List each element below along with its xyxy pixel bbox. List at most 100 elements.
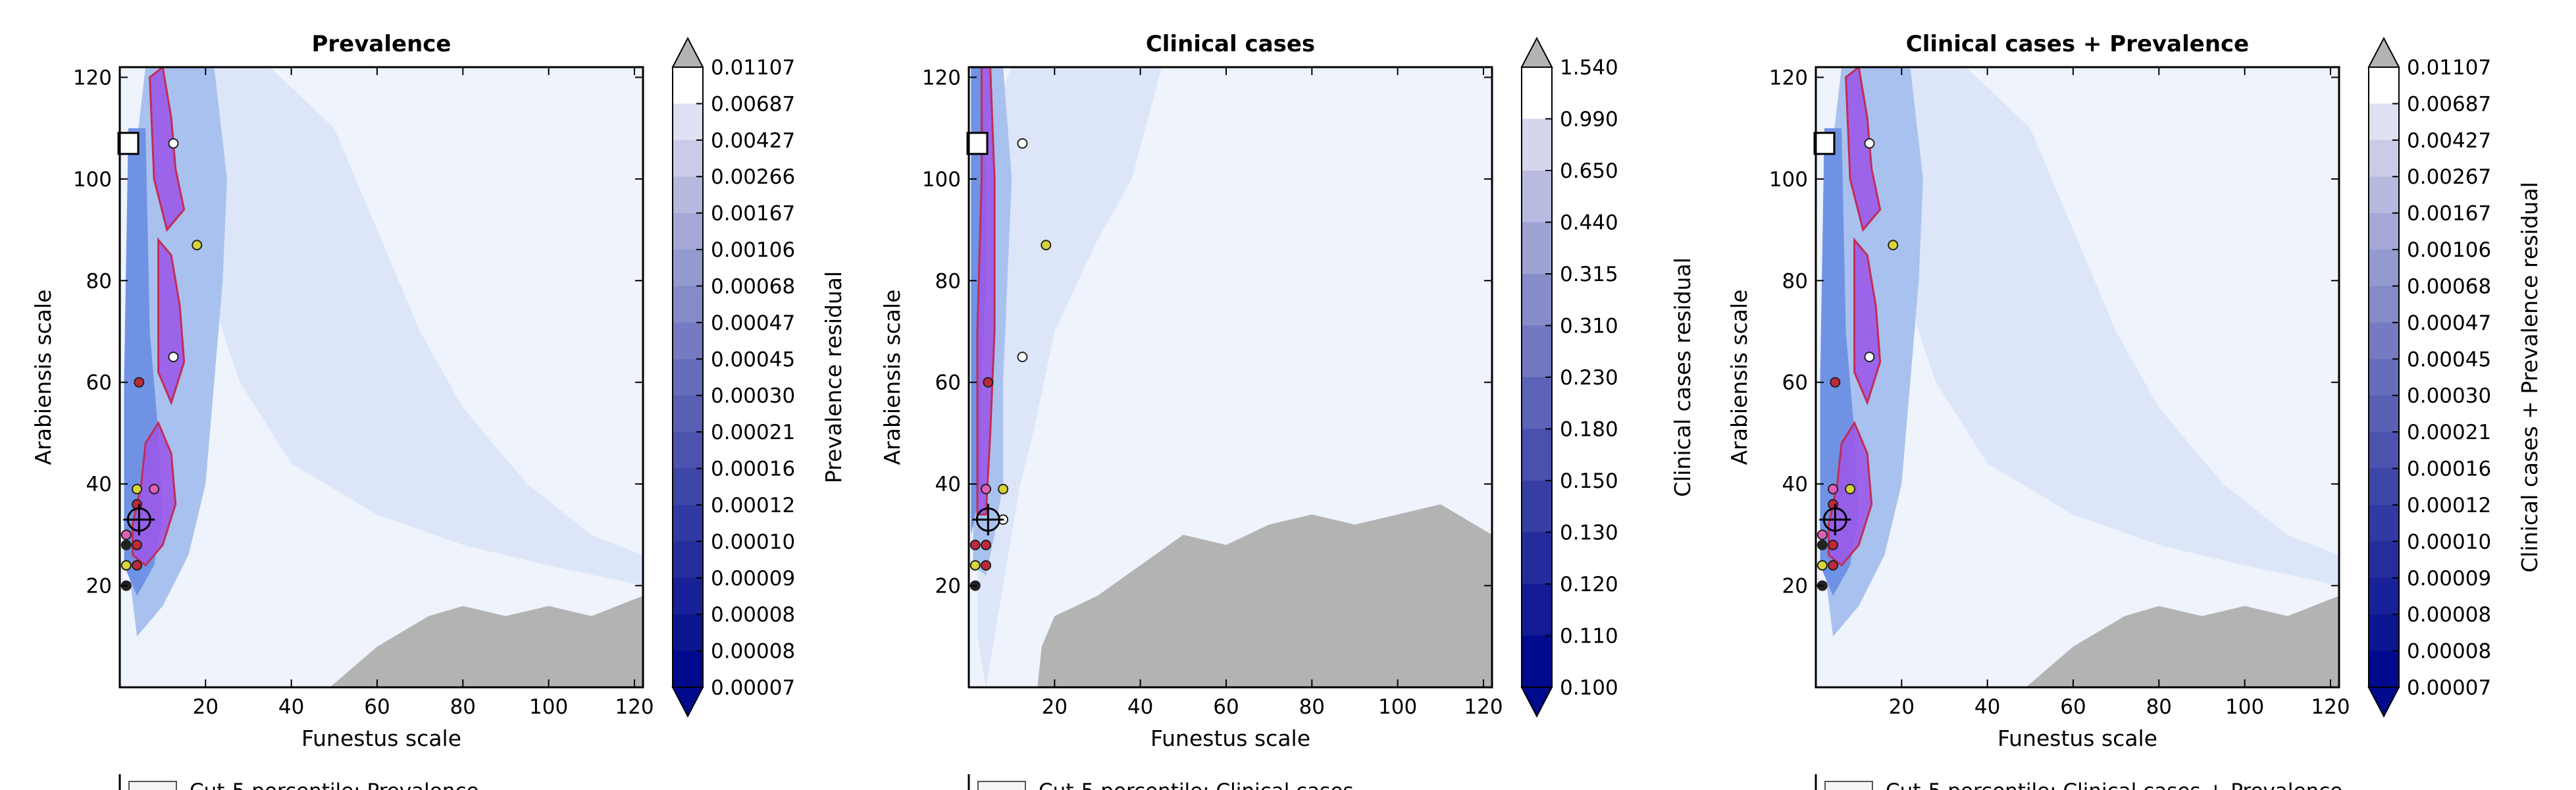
y-axis-label: Arabiensis scale xyxy=(879,290,905,465)
contour-region-light xyxy=(977,67,1162,687)
colorbar-tick-label: 0.00008 xyxy=(2407,640,2491,664)
data-point xyxy=(1845,483,1856,494)
colorbar-band xyxy=(2369,67,2399,105)
colorbar-band xyxy=(673,504,703,542)
legend-swatch xyxy=(977,781,1026,790)
axes-frame xyxy=(1815,66,2340,689)
colorbar-tick-label: 0.00008 xyxy=(711,603,795,627)
colorbar-tick-label: 1.540 xyxy=(1560,56,1618,80)
axes-frame xyxy=(967,66,1493,689)
legend-entry: Cut-5 percentile: Clinical cases + Preva… xyxy=(1886,779,2342,790)
x-tick-label: 80 xyxy=(1299,695,1325,719)
colorbar-tick-label: 0.00687 xyxy=(2407,92,2491,116)
data-point xyxy=(1017,138,1028,149)
colorbar-tick-label: 0.00012 xyxy=(711,494,795,517)
colorbar-band xyxy=(1522,325,1552,378)
colorbar-band xyxy=(673,577,703,616)
colorbar-band xyxy=(673,614,703,652)
y-axis-label: Arabiensis scale xyxy=(30,290,56,465)
colorbar-band xyxy=(1522,584,1552,637)
colorbar-tick-label: 0.120 xyxy=(1560,573,1618,596)
colorbar-tick-label: 0.00427 xyxy=(711,129,795,153)
x-tick-label: 80 xyxy=(450,695,476,719)
colorbar-tick-label: 0.00021 xyxy=(2407,421,2491,444)
colorbar-label: Clinical cases residual xyxy=(1670,257,1695,497)
colorbar-frame xyxy=(2368,66,2400,688)
data-point xyxy=(132,539,143,550)
colorbar-band xyxy=(1522,171,1552,223)
contour-region-light xyxy=(171,67,643,586)
colorbar-tick-label: 0.00047 xyxy=(2407,311,2491,335)
colorbar-band xyxy=(673,359,703,396)
data-point xyxy=(1828,560,1839,571)
x-axis-label: Funestus scale xyxy=(1997,725,2157,751)
colorbar-band xyxy=(1522,481,1552,533)
x-tick-label: 60 xyxy=(364,695,390,719)
y-tick-label: 40 xyxy=(1782,473,1808,496)
contour-region-purple xyxy=(1845,67,1882,232)
colorbar-band xyxy=(2369,650,2399,688)
x-tick-label: 40 xyxy=(1127,695,1153,719)
reference-square-marker xyxy=(1813,132,1836,155)
colorbar-band xyxy=(2369,504,2399,542)
x-axis-label: Funestus scale xyxy=(1150,725,1310,751)
data-point xyxy=(120,560,132,571)
data-point xyxy=(998,483,1009,494)
colorbar-tick-label: 0.310 xyxy=(1560,315,1618,338)
contour-region-purple xyxy=(1853,237,1882,406)
colorbar-tick-label: 0.230 xyxy=(1560,366,1618,390)
data-point xyxy=(981,483,992,494)
colorbar-band xyxy=(2369,213,2399,251)
y-tick-label: 80 xyxy=(935,269,961,293)
plot-area xyxy=(969,67,1492,687)
data-point xyxy=(132,560,143,571)
colorbar-tick-label: 0.180 xyxy=(1560,418,1618,442)
x-tick-label: 20 xyxy=(1889,695,1915,719)
colorbar-band xyxy=(673,468,703,506)
colorbar-tick-label: 0.00012 xyxy=(2407,494,2491,517)
colorbar-band xyxy=(1522,532,1552,585)
colorbar-band xyxy=(2369,468,2399,506)
data-point xyxy=(981,539,992,550)
data-point xyxy=(132,483,143,494)
colorbar-band xyxy=(673,432,703,469)
contour-region-gray xyxy=(2026,596,2339,687)
y-tick-label: 20 xyxy=(1782,575,1808,598)
colorbar-tick-label: 0.315 xyxy=(1560,263,1618,286)
y-tick-label: 80 xyxy=(86,269,112,293)
colorbar-band xyxy=(673,213,703,251)
y-tick-label: 120 xyxy=(922,66,961,90)
data-point xyxy=(1828,483,1839,494)
colorbar-tick-label: 0.00167 xyxy=(2407,202,2491,226)
x-tick-label: 40 xyxy=(278,695,304,719)
colorbar-tick-label: 0.00045 xyxy=(2407,348,2491,371)
colorbar-tick-label: 0.00007 xyxy=(711,676,795,700)
colorbar-band xyxy=(673,67,703,105)
colorbar-tick-label: 0.00045 xyxy=(711,348,795,371)
y-tick-label: 60 xyxy=(86,371,112,395)
colorbar-band xyxy=(673,322,703,360)
x-tick-label: 60 xyxy=(2060,695,2086,719)
colorbar-band xyxy=(2369,432,2399,469)
data-point xyxy=(1816,539,1828,550)
y-tick-label: 100 xyxy=(73,168,112,192)
colorbar-band xyxy=(2369,176,2399,214)
panel-2: 20 40 60 80 100 120 20 40 60 80 100 120 Clinical cas… xyxy=(879,31,1695,790)
colorbar-band xyxy=(2369,140,2399,178)
colorbar-band xyxy=(2369,577,2399,616)
y-tick-label: 40 xyxy=(86,473,112,496)
colorbar-tick-label: 0.00008 xyxy=(2407,603,2491,627)
chart-title: Prevalence xyxy=(312,31,451,57)
x-tick-label: 40 xyxy=(1974,695,2000,719)
data-point xyxy=(981,560,992,571)
colorbar-band xyxy=(673,395,703,433)
colorbar-tick-label: 0.990 xyxy=(1560,108,1618,132)
colorbar-tick-label: 0.00016 xyxy=(711,458,795,481)
colorbar-tick-label: 0.00030 xyxy=(2407,384,2491,408)
y-axis-label: Arabiensis scale xyxy=(1726,290,1752,465)
colorbar-tick-label: 0.01107 xyxy=(2407,56,2491,80)
data-point xyxy=(149,483,160,494)
data-point xyxy=(192,240,203,251)
colorbar-tick-label: 0.00021 xyxy=(711,421,795,444)
